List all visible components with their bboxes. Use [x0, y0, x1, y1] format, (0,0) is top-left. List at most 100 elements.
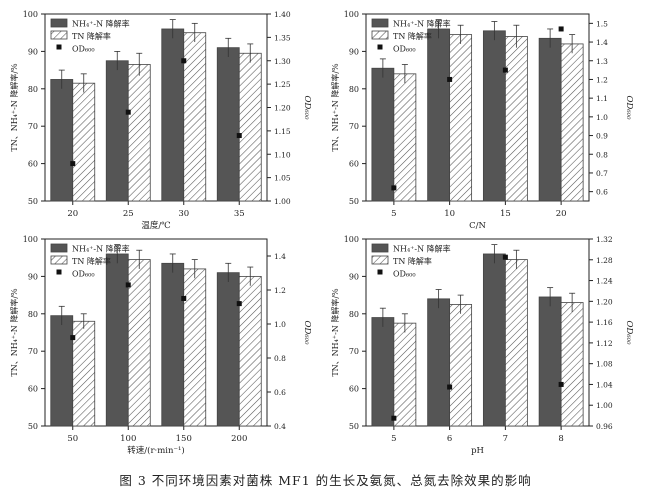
bar-nh4-removal — [427, 28, 451, 202]
bar-nh4-removal — [538, 296, 562, 427]
y2-tick-label: 1.32 — [596, 235, 613, 244]
y2-tick-label: 0.96 — [596, 422, 613, 431]
plot-frame — [365, 238, 590, 427]
y2-tick-label: 1.30 — [274, 57, 291, 66]
y2-axis-label: OD₆₀₀ — [302, 320, 312, 345]
legend-swatch-od — [377, 44, 383, 50]
y2-axis-label: OD₆₀₀ — [624, 320, 634, 345]
legend-swatch-od — [56, 269, 62, 275]
x-axis-label: pH — [471, 446, 484, 456]
y2-tick-label: 1.15 — [274, 127, 291, 136]
od-point — [236, 301, 242, 307]
od-point — [181, 296, 187, 301]
y2-tick-label: 1.35 — [274, 33, 291, 42]
od-point — [558, 381, 564, 387]
od-point — [502, 254, 508, 260]
od-point — [447, 384, 453, 390]
legend-label: TN 降解率 — [393, 256, 432, 266]
y2-tick-label: 1.4 — [596, 38, 608, 47]
y-tick-label: 70 — [349, 122, 359, 131]
y-tick-label: 70 — [28, 122, 38, 131]
y2-tick-label: 1.24 — [596, 277, 613, 286]
y2-tick-label: 1.0 — [596, 113, 608, 122]
legend: NH₄⁺-N 降解率 TN 降解率 OD₆₀₀ — [371, 19, 451, 54]
legend-label: OD₆₀₀ — [393, 45, 416, 54]
y-axis-label: TN、NH₄⁺-N 降解率/% — [9, 288, 19, 377]
x-tick-label: 15 — [500, 209, 511, 219]
y-tick-label: 100 — [344, 235, 359, 244]
y-tick-label: 90 — [28, 47, 38, 56]
od-point — [558, 26, 564, 32]
bar-tn-removal — [183, 32, 207, 202]
od-point — [70, 335, 76, 341]
y-axis-label: TN、NH₄⁺-N 降解率/% — [9, 63, 19, 152]
plot-frame — [44, 238, 268, 427]
x-tick-label: 25 — [123, 209, 134, 219]
bar-nh4-removal — [161, 28, 185, 202]
od-point — [391, 185, 397, 191]
y2-tick-label: 1.25 — [274, 80, 291, 89]
od-point — [181, 58, 187, 64]
bar-nh4-removal — [371, 67, 395, 202]
od-point — [502, 67, 508, 73]
x-tick-label: 6 — [447, 434, 452, 444]
y2-tick-label: 1.28 — [596, 256, 613, 265]
bar-nh4-removal — [216, 47, 240, 202]
y2-tick-label: 1.12 — [596, 339, 613, 348]
bar-nh4-removal — [105, 253, 129, 427]
y-tick-label: 60 — [349, 160, 359, 169]
bar-tn-removal — [449, 34, 473, 202]
y2-tick-label: 1.08 — [596, 360, 613, 369]
bar-tn-removal — [238, 52, 262, 202]
bar-nh4-removal — [50, 315, 74, 427]
bar-nh4-removal — [161, 262, 185, 427]
y-axis-label: TN、NH₄⁺-N 降解率/% — [330, 63, 340, 152]
chart-1: 50 60 70 80 90 100 1.00 1.05 1.10 1.15 1.20 1.25 1.3… — [9, 10, 312, 231]
legend-label: NH₄⁺-N 降解率 — [393, 244, 451, 254]
x-tick-label: 30 — [178, 209, 189, 219]
y2-tick-label: 1.3 — [596, 57, 608, 66]
od-point — [447, 76, 453, 82]
legend-label: NH₄⁺-N 降解率 — [393, 19, 451, 29]
y2-tick-label: 1.16 — [596, 318, 613, 327]
x-tick-label: 10 — [444, 209, 455, 219]
y2-tick-label: 1.40 — [274, 10, 291, 19]
bar-tn-removal — [504, 259, 528, 427]
od-point — [70, 161, 76, 167]
bar-tn-removal — [449, 304, 473, 427]
y-tick-label: 80 — [349, 310, 359, 319]
legend-swatch-tn — [50, 30, 68, 40]
legend: NH₄⁺-N 降解率 TN 降解率 OD₆₀₀ — [50, 18, 130, 54]
y-tick-label: 70 — [349, 347, 359, 356]
x-tick-label: 20 — [67, 209, 78, 219]
legend-swatch-nh4 — [50, 18, 68, 28]
bar-tn-removal — [504, 36, 528, 202]
y2-tick-label: 1.00 — [274, 197, 291, 206]
y-tick-label: 90 — [28, 272, 38, 281]
legend: NH₄⁺-N 降解率 TN 降解率 OD₆₀₀ — [371, 244, 451, 279]
y-tick-label: 90 — [349, 47, 359, 56]
y2-tick-label: 1.10 — [274, 150, 291, 159]
y2-tick-label: 1.1 — [596, 94, 608, 103]
y2-tick-label: 1.2 — [274, 286, 286, 295]
y2-tick-label: 1.0 — [274, 320, 286, 329]
bar-tn-removal — [238, 275, 262, 427]
x-tick-label: 200 — [231, 434, 247, 444]
bar-nh4-removal — [482, 30, 506, 202]
y2-tick-label: 1.20 — [596, 297, 613, 306]
bar-nh4-removal — [427, 298, 451, 427]
y-tick-label: 50 — [28, 422, 38, 431]
y-tick-label: 100 — [344, 10, 359, 19]
y-tick-label: 50 — [28, 197, 38, 206]
x-tick-label: 5 — [391, 434, 396, 444]
bar-nh4-removal — [538, 37, 562, 202]
y-tick-label: 50 — [349, 197, 359, 206]
legend-swatch-tn — [371, 255, 389, 265]
bar-tn-removal — [560, 43, 584, 202]
y2-tick-label: 1.00 — [596, 401, 613, 410]
x-axis-label: 温度/℃ — [141, 220, 170, 231]
od-point — [236, 133, 242, 139]
x-tick-label: 5 — [391, 209, 396, 219]
y2-axis-label: OD₆₀₀ — [302, 95, 312, 120]
od-point — [125, 282, 131, 288]
